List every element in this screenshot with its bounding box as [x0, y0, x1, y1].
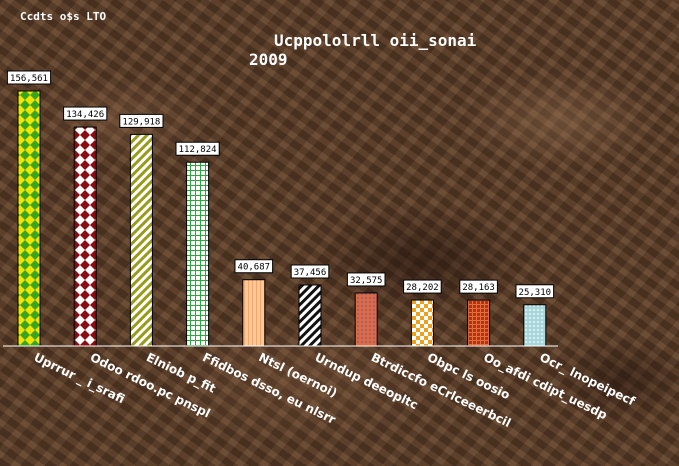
data-label-box — [234, 259, 274, 274]
data-label-box — [346, 272, 386, 287]
data-label: 134,426 — [66, 110, 104, 120]
data-label: 156,561 — [10, 74, 48, 84]
bar — [354, 292, 378, 347]
data-label: 28,202 — [406, 283, 439, 293]
data-label: 112,824 — [179, 145, 217, 155]
data-label-box — [63, 106, 108, 121]
data-label-box — [6, 70, 52, 85]
data-label-box — [515, 284, 555, 299]
data-label: 129,918 — [122, 117, 160, 127]
corner-text: Ccdts o$s LTO — [20, 10, 106, 23]
data-label: 28,163 — [462, 283, 495, 293]
bar — [298, 284, 322, 347]
data-label-box — [403, 279, 442, 294]
data-label-box — [459, 279, 498, 294]
chart-title: Ucppololrll oii_sonai — [274, 31, 477, 50]
data-label-box — [290, 264, 330, 279]
bar — [467, 299, 491, 347]
data-label: 25,310 — [519, 288, 552, 298]
data-label-box — [119, 113, 164, 128]
bar — [186, 161, 210, 347]
bar — [73, 126, 97, 347]
data-label: 32,575 — [350, 276, 383, 286]
bar — [17, 90, 41, 347]
bar — [523, 304, 547, 347]
x-tick-label: Urndup deeopltc — [313, 350, 421, 412]
chart-subtitle: 2009 — [249, 50, 288, 69]
bar — [242, 279, 266, 347]
data-label: 40,687 — [238, 263, 271, 273]
data-label-box — [175, 141, 220, 156]
bars-group: 156,561 134,426 129,918 112,824 40,687 37,456… — [6, 70, 555, 347]
bar — [129, 133, 153, 347]
data-label: 37,456 — [294, 268, 327, 278]
bar — [410, 299, 434, 347]
